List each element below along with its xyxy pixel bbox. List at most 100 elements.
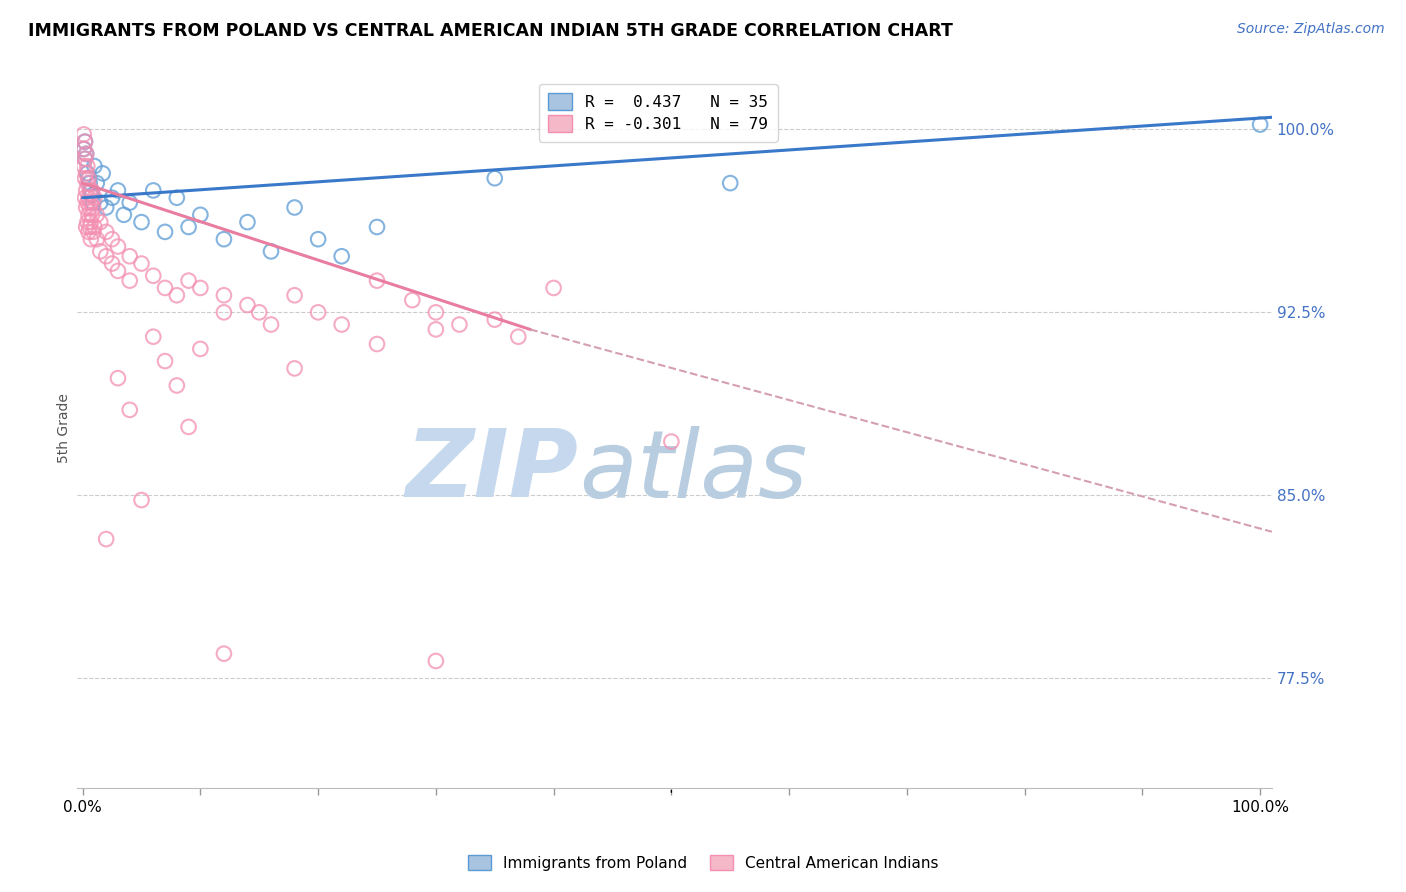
Point [260, 244, 283, 259]
Point [190, 208, 212, 222]
Point [543, 281, 565, 295]
Point [142, 183, 165, 197]
Point [75, 201, 97, 215]
Point [79, 219, 101, 234]
Point [73, 135, 96, 149]
Point [73, 142, 96, 156]
Point [449, 318, 471, 332]
Point [80, 208, 103, 222]
Point [75, 146, 97, 161]
Point [73, 135, 96, 149]
Point [80, 215, 103, 229]
Point [96, 225, 118, 239]
Point [73, 142, 96, 156]
Point [89, 215, 111, 229]
Point [131, 215, 153, 229]
Point [284, 361, 307, 376]
Point [260, 318, 283, 332]
Point [153, 225, 176, 239]
Point [79, 201, 101, 215]
Point [80, 232, 103, 246]
Point [212, 232, 235, 246]
Point [96, 532, 118, 546]
Point [142, 329, 165, 343]
Point [101, 232, 124, 246]
Point [166, 288, 188, 302]
Point [75, 166, 97, 180]
Point [401, 293, 423, 307]
Point [73, 191, 96, 205]
Point [82, 225, 104, 239]
Point [77, 171, 100, 186]
Point [73, 152, 96, 166]
Point [153, 354, 176, 368]
Point [86, 176, 108, 190]
Point [118, 249, 141, 263]
Point [177, 219, 200, 234]
Point [73, 152, 96, 166]
Point [484, 312, 506, 326]
Point [75, 183, 97, 197]
Point [307, 305, 329, 319]
Point [76, 176, 98, 190]
Point [77, 225, 100, 239]
Point [284, 201, 307, 215]
Point [142, 268, 165, 283]
Point [89, 195, 111, 210]
Point [77, 171, 100, 186]
Y-axis label: 5th Grade: 5th Grade [58, 393, 72, 463]
Point [91, 166, 114, 180]
Point [80, 183, 103, 197]
Point [131, 493, 153, 508]
Point [76, 159, 98, 173]
Point [76, 195, 98, 210]
Point [101, 256, 124, 270]
Point [112, 208, 135, 222]
Point [80, 188, 103, 202]
Point [212, 288, 235, 302]
Point [82, 201, 104, 215]
Point [118, 195, 141, 210]
Point [80, 195, 103, 210]
Point [425, 654, 447, 668]
Point [73, 128, 96, 142]
Point [484, 171, 506, 186]
Point [247, 305, 270, 319]
Point [96, 249, 118, 263]
Point [153, 281, 176, 295]
Point [1249, 118, 1271, 132]
Point [212, 305, 235, 319]
Point [79, 183, 101, 197]
Point [75, 219, 97, 234]
Point [236, 215, 259, 229]
Point [118, 402, 141, 417]
Point [425, 322, 447, 336]
Point [118, 274, 141, 288]
Point [330, 249, 353, 263]
Point [96, 201, 118, 215]
Point [284, 288, 307, 302]
Point [80, 183, 103, 197]
Point [212, 647, 235, 661]
Point [236, 298, 259, 312]
Point [425, 305, 447, 319]
Point [76, 166, 98, 180]
Point [73, 159, 96, 173]
Point [718, 176, 741, 190]
Point [82, 195, 104, 210]
Point [76, 215, 98, 229]
Text: Source: ZipAtlas.com: Source: ZipAtlas.com [1237, 22, 1385, 37]
Point [86, 232, 108, 246]
Point [330, 318, 353, 332]
Point [107, 371, 129, 385]
Point [166, 191, 188, 205]
Point [661, 434, 683, 449]
Point [190, 281, 212, 295]
Point [131, 256, 153, 270]
Point [166, 378, 188, 392]
Point [101, 191, 124, 205]
Point [79, 176, 101, 190]
Point [77, 208, 100, 222]
Text: IMMIGRANTS FROM POLAND VS CENTRAL AMERICAN INDIAN 5TH GRADE CORRELATION CHART: IMMIGRANTS FROM POLAND VS CENTRAL AMERIC… [28, 22, 953, 40]
Point [83, 219, 105, 234]
